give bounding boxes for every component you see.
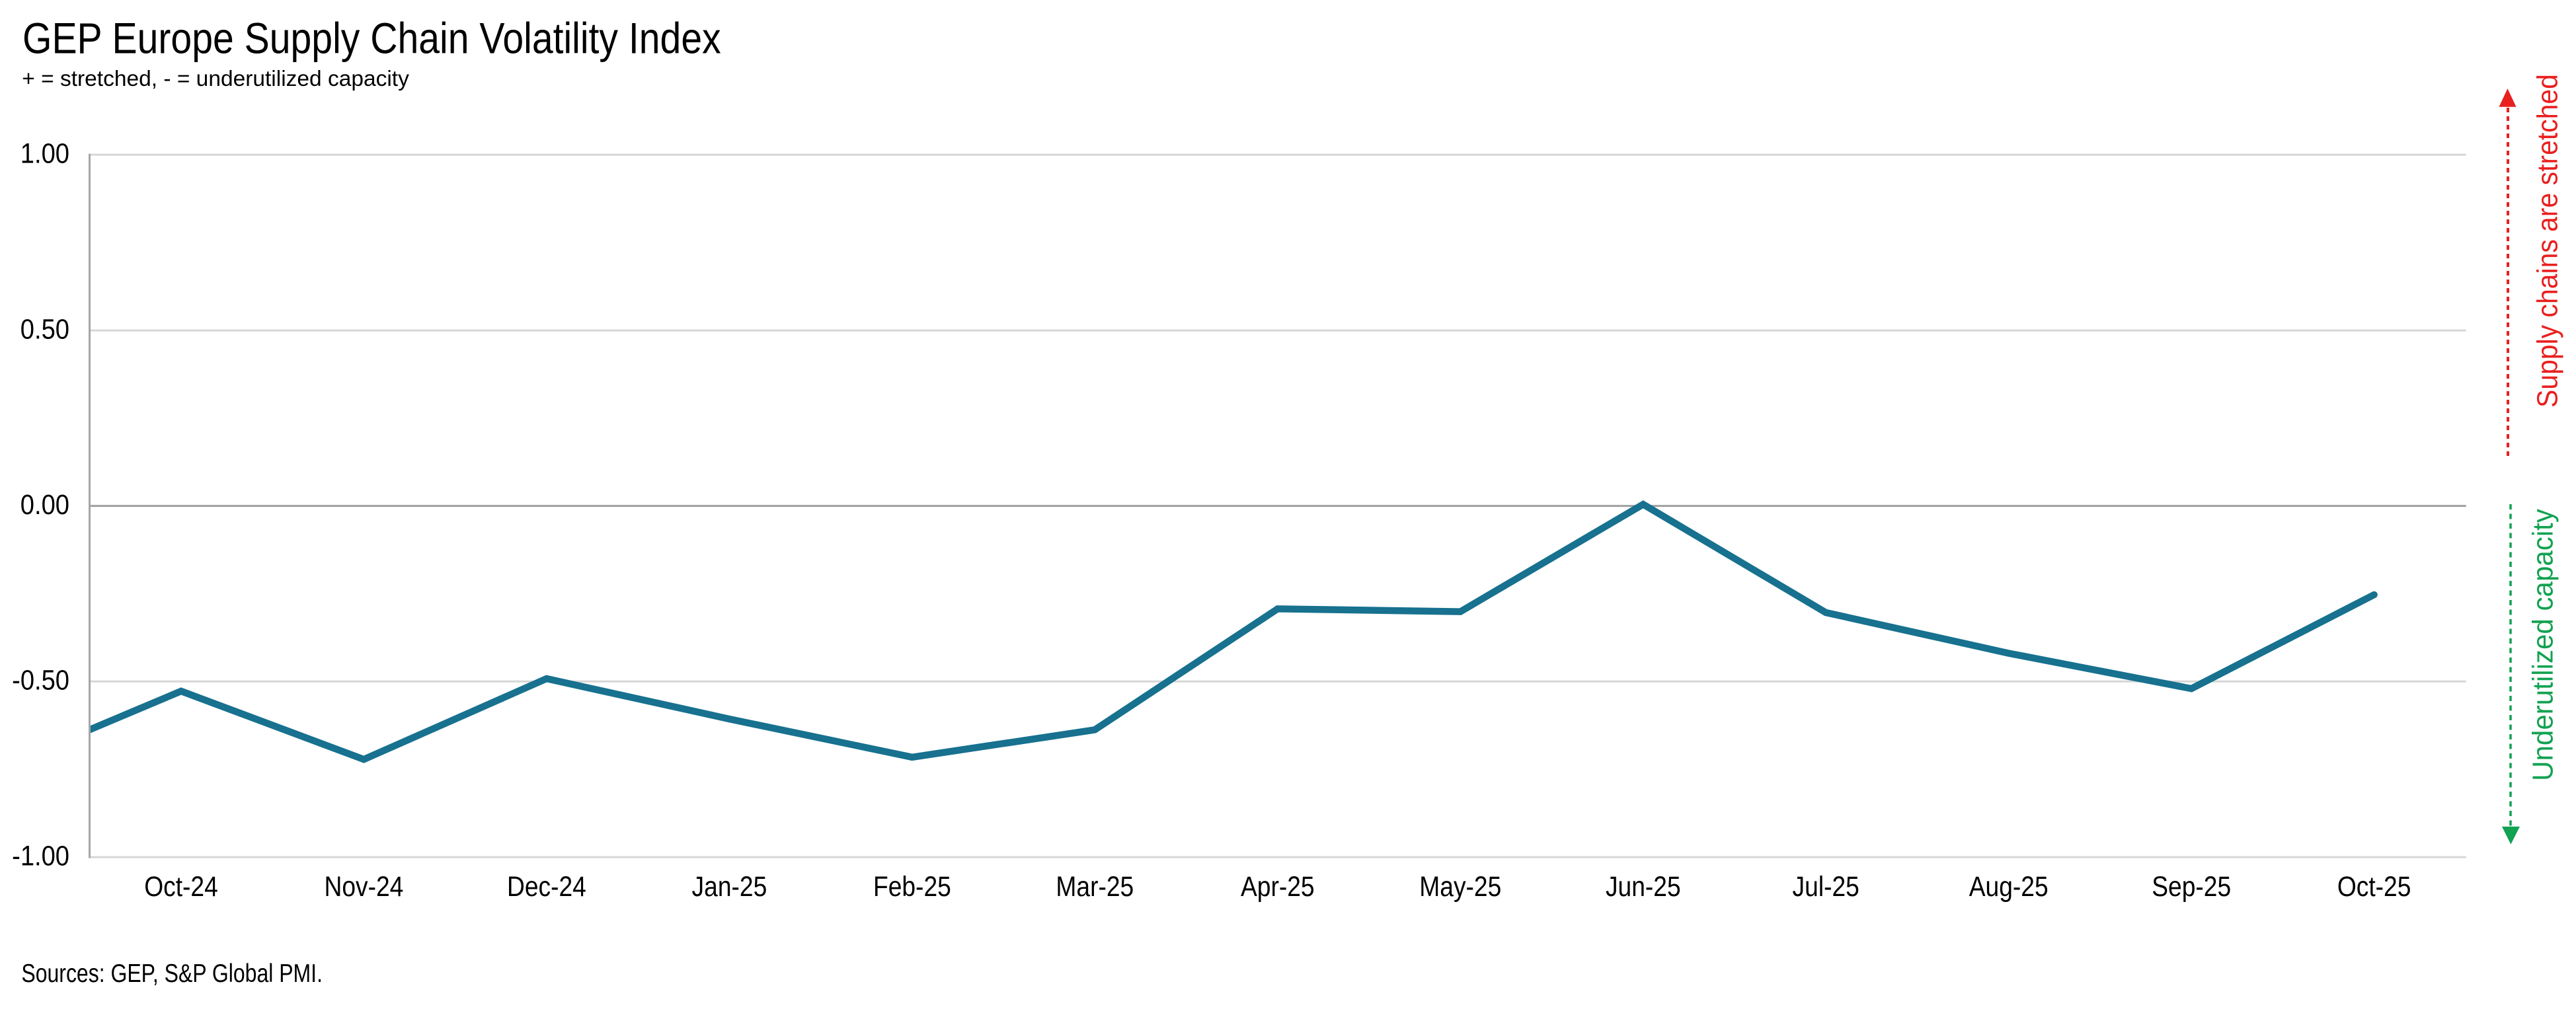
- svg-text:Aug-25: Aug-25: [1969, 870, 2049, 902]
- svg-text:0.50: 0.50: [20, 313, 69, 345]
- svg-text:-1.00: -1.00: [12, 840, 69, 872]
- svg-text:Jun-25: Jun-25: [1606, 870, 1681, 902]
- svg-text:Underutilized capacity: Underutilized capacity: [2527, 509, 2559, 781]
- svg-text:Oct-25: Oct-25: [2337, 870, 2411, 902]
- svg-text:Nov-24: Nov-24: [324, 870, 403, 902]
- svg-text:Jan-25: Jan-25: [692, 870, 767, 902]
- svg-text:Sep-25: Sep-25: [2152, 870, 2231, 902]
- svg-text:Feb-25: Feb-25: [873, 870, 951, 902]
- svg-text:Apr-25: Apr-25: [1241, 870, 1315, 902]
- svg-text:+ = stretched, - = underutiliz: + = stretched, - = underutilized capacit…: [22, 67, 409, 91]
- svg-text:1.00: 1.00: [20, 137, 69, 169]
- svg-text:Jul-25: Jul-25: [1793, 870, 1859, 902]
- svg-text:-0.50: -0.50: [12, 664, 69, 696]
- svg-text:Supply chains are stretched: Supply chains are stretched: [2532, 74, 2563, 408]
- svg-text:May-25: May-25: [1419, 870, 1501, 902]
- svg-text:Mar-25: Mar-25: [1056, 870, 1134, 902]
- svg-text:Dec-24: Dec-24: [507, 870, 586, 902]
- svg-text:0.00: 0.00: [20, 488, 69, 520]
- svg-text:Oct-24: Oct-24: [144, 870, 218, 902]
- svg-text:GEP Europe Supply Chain Volati: GEP Europe Supply Chain Volatility Index: [22, 15, 721, 63]
- svg-text:Sources: GEP, S&P Global PMI.: Sources: GEP, S&P Global PMI.: [21, 959, 323, 987]
